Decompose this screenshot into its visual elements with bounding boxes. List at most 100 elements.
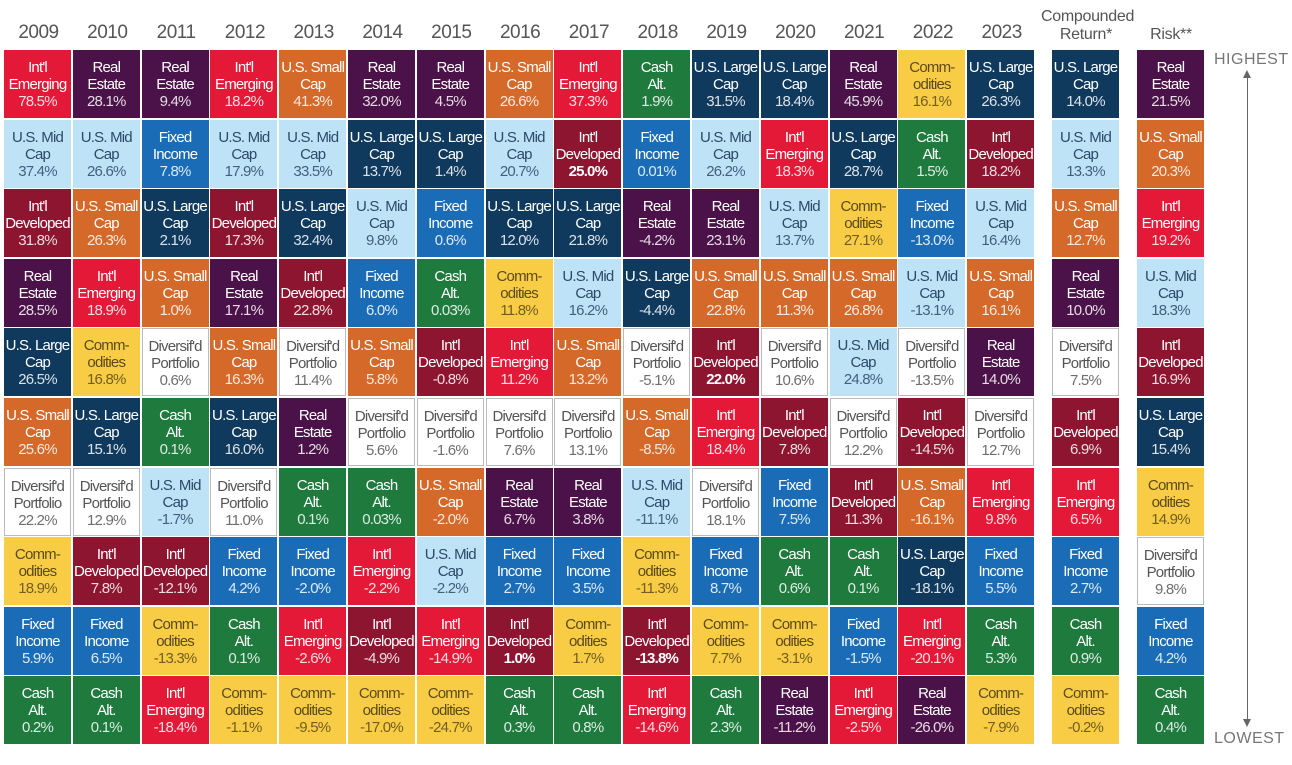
asset-cell-com: Comm-odities 18.9% [4,537,71,606]
return-value: -18.1% [910,580,955,598]
return-value: 21.8% [568,232,608,250]
asset-name: Alt. [647,76,666,93]
asset-name: U.S. Mid [768,198,821,216]
return-value: 12.0% [499,232,539,250]
asset-cell-div: Diversif'd Portfolio -1.6% [416,398,484,466]
asset-name: Income [428,215,473,233]
asset-name: Emerging [834,702,893,720]
return-value: -1.1% [226,719,262,737]
asset-name: Income [909,215,955,233]
asset-cell-dev: Int'l Developed -14.5% [898,398,966,466]
asset-name: Comm- [1062,685,1109,703]
asset-cell-em: Int'l Emerging -14.6% [623,676,691,745]
asset-name: Estate [156,76,195,93]
return-value: 11.4% [293,372,332,390]
asset-name: Comm- [14,546,61,564]
return-value: 12.9% [87,511,126,529]
asset-name: Cap [712,284,739,302]
asset-name: Alt. [716,702,735,720]
asset-name: Emerging [696,424,756,441]
asset-cell-em: Int'l Emerging 78.5% [4,50,71,118]
asset-cell-lg: U.S. Large Cap 16.0% [210,398,278,466]
column-header: Compounded Return* [1041,8,1135,43]
asset-name: Cash [709,685,743,703]
return-value: -11.3% [635,580,678,598]
return-value: -2.5% [845,719,882,737]
asset-cell-em: Int'l Emerging -2.2% [348,537,415,606]
column-header: 2015 [431,22,472,43]
asset-name: Emerging [77,284,136,302]
asset-name: Comm- [565,615,611,633]
asset-cell-cash: Cash Alt. 0.03% [416,258,484,327]
asset-name: Diversif'd [1058,338,1113,356]
asset-name: odities [981,702,1021,720]
asset-name: U.S. Mid [562,267,614,285]
asset-cell-lg: U.S. Large Cap -18.1% [898,537,966,606]
return-value: -5.1% [639,372,675,390]
asset-cell-com: Comm-odities 1.7% [554,606,622,675]
asset-name: Portfolio [563,425,613,442]
asset-name: Fixed [777,476,811,494]
asset-name: U.S. Mid [837,337,890,355]
asset-name: Income [840,632,886,650]
asset-cell-com: Comm-odities 14.9% [1137,467,1204,536]
asset-name: U.S. Large [831,128,896,146]
asset-cell-dev: Int'l Developed 31.8% [4,189,71,258]
asset-name: Cash [21,685,55,703]
asset-name: Income [1148,632,1193,650]
return-value: 16.1% [981,301,1020,319]
return-value: 32.4% [293,232,332,250]
asset-name: Emerging [1056,493,1116,511]
return-value: 45.9% [843,93,883,110]
return-value: 15.4% [1151,441,1190,458]
asset-name: U.S. Large [418,128,483,146]
asset-name: Emerging [8,76,68,93]
asset-name: Int'l [303,267,323,285]
asset-name: Diversif'd [1143,547,1198,565]
asset-name: Cap [368,215,395,233]
asset-name: U.S. Large [900,546,965,564]
asset-name: U.S. Small [1054,198,1118,216]
return-value: 18.4% [775,93,814,110]
asset-name: odities [87,354,126,372]
return-value: -4.4% [639,301,675,319]
highest-label: HIGHEST [1214,51,1289,68]
asset-name: Portfolio [82,494,131,512]
return-value: 18.1% [706,511,745,529]
asset-name: Real [161,59,189,76]
asset-name: Int'l [578,128,598,146]
return-value: 26.6% [499,93,539,110]
asset-cell-cash: Cash Alt. 0.6% [760,537,828,606]
asset-name: Comm- [221,685,267,703]
asset-cell-sm: U.S. Small Cap 13.2% [554,328,622,397]
asset-name: Diversif'd [10,477,65,495]
return-value: 5.8% [366,371,398,389]
return-value: 0.1% [159,441,192,458]
asset-cell-em: Int'l Emerging 18.9% [72,258,140,327]
asset-name: Cap [24,145,51,163]
return-value: -2.2% [432,580,469,598]
asset-cell-div: Diversif'd Portfolio 13.1% [554,398,622,466]
column-header: 2014 [362,22,403,43]
asset-cell-dev: Int'l Developed 22.0% [692,328,759,397]
asset-name: Fixed [21,615,54,633]
asset-name: Cash [227,615,261,633]
asset-name: Emerging [1141,215,1201,233]
asset-name: Real [436,59,465,76]
asset-name: Int'l [578,59,598,76]
asset-name: Developed [5,215,70,233]
asset-name: odities [431,702,470,720]
asset-cell-mid: U.S. Mid Cap 33.5% [279,119,347,188]
return-value: 11.0% [225,511,263,529]
asset-name: Alt. [785,563,804,581]
return-value: 1.7% [572,649,604,667]
asset-name: Income [1063,563,1108,581]
asset-name: Comm- [634,546,680,564]
asset-name: Developed [1138,354,1203,372]
asset-cell-dev: Int'l Developed 6.9% [1052,398,1119,466]
asset-name: Int'l [372,615,392,633]
return-value: 6.0% [366,301,398,319]
return-value: -4.9% [363,649,400,667]
asset-name: Cash [1154,685,1188,703]
return-value: 0.3% [503,719,536,737]
